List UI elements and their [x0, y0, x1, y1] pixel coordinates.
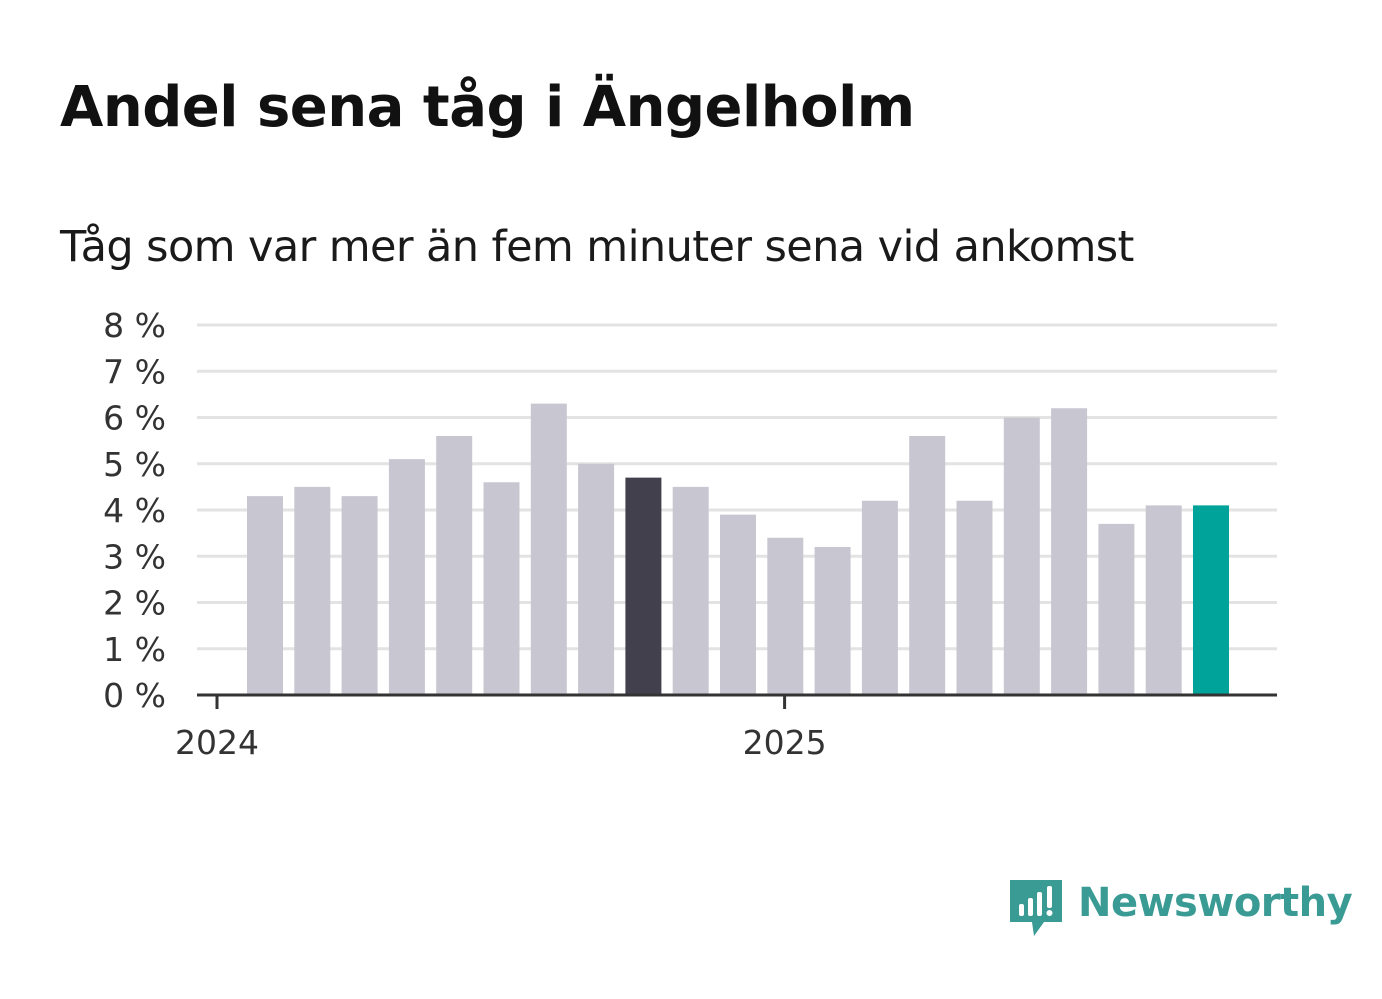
chart-subtitle: Tåg som var mer än fem minuter sena vid … [60, 222, 1134, 272]
x-axis [197, 693, 1277, 709]
bar [1051, 408, 1088, 695]
bar [814, 547, 851, 695]
y-tick-label: 7 % [103, 352, 166, 391]
newsworthy-logo: Newsworthy [1010, 878, 1353, 942]
y-tick-label: 0 % [103, 676, 166, 715]
y-tick-label: 4 % [103, 491, 166, 530]
bar [625, 477, 662, 695]
x-tick-label: 2025 [743, 723, 827, 762]
bar [720, 514, 756, 695]
bar [1193, 505, 1229, 695]
y-tick-label: 6 % [103, 399, 166, 438]
bar [530, 403, 567, 695]
x-tick-label: 2024 [175, 723, 259, 762]
bar [956, 500, 993, 695]
bar [672, 486, 709, 695]
bar [861, 500, 898, 695]
bar [483, 482, 520, 695]
chart-title: Andel sena tåg i Ängelholm [60, 75, 915, 140]
bar [767, 537, 804, 695]
brand-name: Newsworthy [1078, 880, 1353, 926]
bars [247, 403, 1229, 695]
bar [578, 463, 615, 695]
bar [294, 486, 331, 695]
y-tick-label: 8 % [103, 306, 166, 345]
bar [341, 496, 378, 695]
bar [388, 459, 425, 695]
bar [1098, 523, 1135, 695]
y-tick-label: 1 % [103, 630, 166, 669]
x-axis-labels: 2024 2025 [175, 723, 827, 762]
y-tick-label: 5 % [103, 445, 166, 484]
bar [1145, 505, 1182, 695]
bar [436, 436, 473, 695]
y-tick-label: 2 % [103, 584, 166, 623]
bar [909, 436, 946, 695]
y-axis-labels: 0 % 1 % 2 % 3 % 4 % 5 % 6 % 7 % 8 % [103, 306, 166, 715]
y-tick-label: 3 % [103, 537, 166, 576]
bar [247, 496, 283, 695]
newsworthy-logo-icon [1010, 880, 1062, 936]
bar [1003, 417, 1040, 695]
